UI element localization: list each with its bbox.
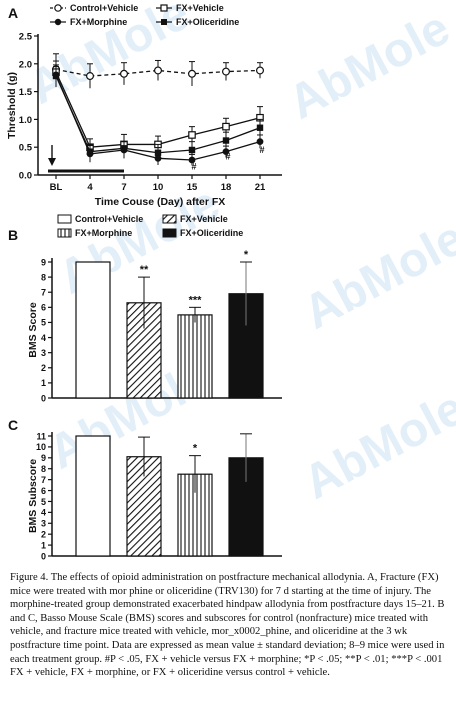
panel-a-legend-label: FX+Oliceridine	[176, 17, 239, 27]
panel-a-point	[222, 148, 230, 156]
panel-c-y-tick-label: 5	[41, 497, 46, 507]
panel-a-point	[154, 66, 163, 75]
panel-b-y-tick-label: 9	[41, 257, 46, 267]
panel-c-y-tick-label: 11	[36, 431, 46, 441]
panel-a-legend-marker	[161, 19, 167, 25]
panel-b-legend-swatch	[162, 228, 177, 238]
panel-b-y-tick-label: 7	[41, 288, 46, 298]
panel-c-bar-0	[75, 435, 111, 557]
watermark-text-5: AbMole	[295, 382, 456, 510]
panel-c-y-tick-label: 9	[41, 453, 46, 463]
panel-c-y-tick-label: 3	[41, 519, 46, 529]
panel-a-point	[222, 137, 230, 144]
panel-b-y-tick-label: 3	[41, 348, 46, 358]
panel-a-x-tick-label: 18	[221, 182, 232, 193]
panel-a-legend-label: FX+Morphine	[70, 17, 127, 27]
panel-a-label: A	[8, 5, 18, 21]
panel-a-point	[256, 124, 264, 131]
panel-a-legend-marker	[54, 4, 62, 12]
panel-a-point	[188, 146, 196, 154]
panel-a-point	[256, 138, 264, 146]
panel-b-legend-swatch	[57, 214, 72, 224]
panel-b-y-axis-title: BMS Score	[27, 302, 39, 358]
panel-a-legend-marker	[160, 4, 168, 12]
panel-a-x-tick-label: 15	[187, 182, 198, 193]
panel-c-y-tick-label: 4	[41, 508, 46, 518]
panel-b-legend-swatch	[162, 214, 177, 224]
panel-a-y-tick-label: 1.5	[19, 87, 33, 98]
panel-a-x-tick-label: 7	[121, 182, 126, 193]
panel-a-point	[222, 67, 231, 76]
panel-a-y-axis-title: Threshold (g)	[6, 72, 18, 139]
panel-a-point	[119, 69, 128, 78]
panel-a-point	[188, 69, 197, 78]
panel-b-y-tick-label: 4	[41, 333, 46, 343]
panel-b-y-tick-label: 1	[41, 378, 46, 388]
panel-b-significance-mark: ***	[189, 294, 203, 306]
panel-b-bar-2	[177, 314, 213, 399]
panel-b-legend-label: Control+Vehicle	[75, 214, 143, 224]
panel-c-y-tick-label: 10	[36, 442, 46, 452]
panel-c-label: C	[8, 417, 18, 433]
panel-b-legend-label: FX+Morphine	[75, 228, 132, 238]
panel-c-y-tick-label: 6	[41, 486, 46, 496]
panel-b-legend-swatch	[57, 228, 72, 238]
panel-b-y-tick-label: 6	[41, 303, 46, 313]
panel-c-y-tick-label: 1	[41, 540, 46, 550]
panel-c-y-tick-label: 8	[41, 464, 46, 474]
panel-c-y-tick-label: 2	[41, 529, 46, 539]
panel-a-point	[154, 149, 162, 156]
panel-a-point	[120, 145, 128, 152]
panel-b-significance-mark: *	[244, 249, 249, 261]
panel-a-x-tick-label: BL	[50, 182, 63, 193]
panel-a-x-tick-label: 4	[87, 182, 93, 193]
panel-b-y-tick-label: 0	[41, 393, 46, 403]
panel-a-y-tick-label: 2.5	[19, 32, 33, 43]
panel-b-y-tick-label: 5	[41, 318, 46, 328]
panel-a-y-tick-label: 1.0	[19, 115, 32, 126]
panel-b-bar-0	[75, 261, 111, 399]
panel-a-injury-arrow-head	[48, 158, 56, 166]
panel-c-y-tick-label: 7	[41, 475, 46, 485]
panel-a-point	[86, 148, 94, 155]
panel-a-significance-mark: #	[259, 145, 264, 155]
panel-a-point	[85, 72, 94, 81]
panel-a-y-tick-label: 0.0	[19, 171, 32, 182]
panel-a-legend-marker	[54, 18, 62, 26]
panel-b-legend-label: FX+Vehicle	[180, 214, 228, 224]
watermark-text-3: AbMole	[295, 212, 456, 340]
panel-a-x-axis-title: Time Couse (Day) after FX	[95, 196, 226, 208]
panel-b-significance-mark: **	[140, 264, 149, 276]
panel-a-point	[188, 156, 196, 164]
panel-c-y-tick-label: 0	[41, 551, 46, 561]
panel-c-y-axis-title: BMS Subscore	[27, 459, 39, 533]
panel-a: A 0.0 0.5 1.0 1.5 2.0 2.5 BL 4 7 10 15 18 21 Time Cous…	[6, 3, 282, 208]
panel-a-y-tick-label: 0.5	[19, 143, 33, 154]
panel-a-point	[52, 72, 60, 80]
figure-caption: Figure 4. The effects of opioid administ…	[10, 571, 450, 680]
panel-a-point	[222, 122, 230, 131]
watermark-text-1: AbMole	[280, 2, 456, 130]
panel-c-significance-mark: *	[193, 443, 198, 455]
panel-b-legend-label: FX+Oliceridine	[180, 228, 243, 238]
panel-b-label: B	[8, 227, 18, 243]
panel-a-legend-label: FX+Vehicle	[176, 3, 224, 13]
panel-b-y-tick-label: 8	[41, 272, 46, 282]
panel-a-y-tick-label: 2.0	[19, 59, 32, 70]
panel-a-significance-mark: #	[225, 151, 230, 161]
caption-text: Figure 4. The effects of opioid administ…	[10, 572, 445, 679]
panel-a-x-tick-label: 10	[153, 182, 164, 193]
panel-a-point	[188, 131, 196, 139]
panel-a-x-tick-label: 21	[255, 182, 266, 193]
panel-a-legend-label: Control+Vehicle	[70, 3, 138, 13]
panel-a-point	[256, 66, 265, 75]
panel-b-y-tick-label: 2	[41, 363, 46, 373]
panel-a-significance-mark: #	[191, 161, 196, 171]
